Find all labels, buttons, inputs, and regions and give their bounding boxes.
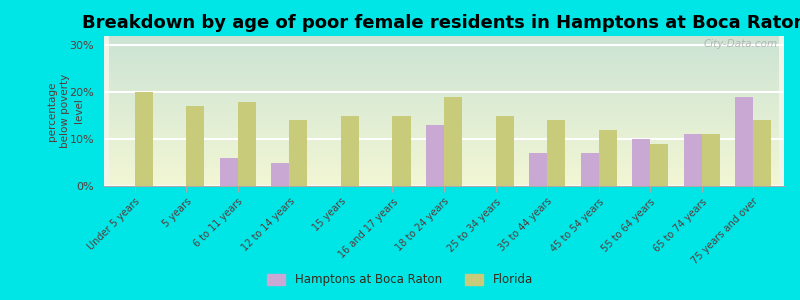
Bar	[753, 120, 771, 186]
Bar	[495, 116, 514, 186]
Bar	[135, 92, 153, 186]
Bar	[444, 97, 462, 186]
Bar	[735, 97, 753, 186]
Bar	[683, 134, 702, 186]
Bar	[238, 102, 256, 186]
Bar	[186, 106, 205, 186]
Bar	[702, 134, 720, 186]
Title: Breakdown by age of poor female residents in Hamptons at Boca Raton: Breakdown by age of poor female resident…	[82, 14, 800, 32]
Legend: Hamptons at Boca Raton, Florida: Hamptons at Boca Raton, Florida	[262, 269, 538, 291]
Bar	[650, 144, 668, 186]
Bar	[598, 130, 617, 186]
Bar	[581, 153, 598, 186]
Bar	[290, 120, 307, 186]
Y-axis label: percentage
below poverty
level: percentage below poverty level	[47, 74, 83, 148]
Bar	[426, 125, 444, 186]
Bar	[547, 120, 565, 186]
Bar	[529, 153, 547, 186]
Text: City-Data.com: City-Data.com	[703, 39, 778, 49]
Bar	[220, 158, 238, 186]
Bar	[393, 116, 410, 186]
Bar	[632, 139, 650, 186]
Bar	[271, 163, 290, 186]
Bar	[341, 116, 359, 186]
